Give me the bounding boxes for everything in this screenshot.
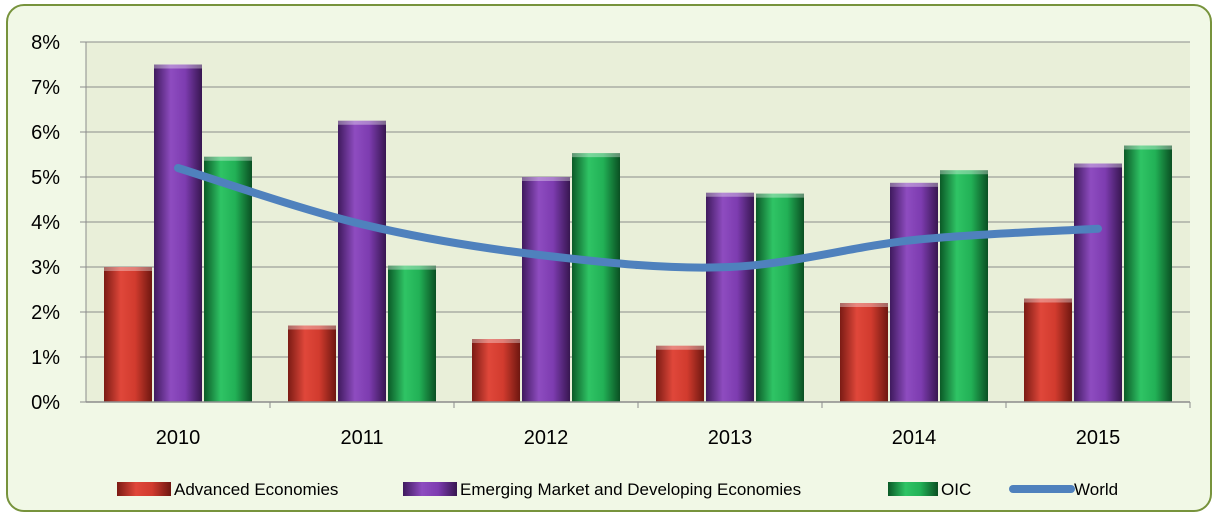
x-axis: 2010 2011 2012 2013 2014 2015 (86, 401, 1191, 449)
x-tick-label: 2014 (892, 427, 937, 449)
bar-body (572, 153, 620, 402)
line-point (361, 223, 363, 225)
bar-top-highlight (656, 345, 704, 350)
bar-body (940, 170, 988, 402)
bar-top-highlight (890, 182, 938, 187)
bar-top-highlight (940, 170, 988, 175)
y-tick-label: 3% (31, 257, 60, 279)
bar (572, 153, 620, 402)
legend-label: Emerging Market and Developing Economies (460, 480, 801, 499)
bar-top-highlight (756, 193, 804, 198)
bar (338, 120, 386, 402)
bar-body (1074, 163, 1122, 402)
bar-body (388, 265, 436, 402)
x-tick-label: 2015 (1076, 427, 1121, 449)
legend-item: Advanced Economies (117, 480, 338, 499)
bar-body (840, 303, 888, 402)
y-tick-label: 1% (31, 347, 60, 369)
legend-item: World (1009, 480, 1118, 499)
bar-top-highlight (1074, 163, 1122, 168)
bar (1074, 163, 1122, 402)
bar (756, 193, 804, 402)
bar (522, 177, 570, 402)
bar-top-highlight (204, 156, 252, 161)
bar-body (656, 345, 704, 402)
legend-label: Advanced Economies (174, 480, 338, 499)
bar-top-highlight (522, 177, 570, 181)
bar-top-highlight (338, 120, 386, 125)
bar-top-highlight (388, 265, 436, 270)
bar-body (756, 193, 804, 402)
bar-top-highlight (840, 303, 888, 307)
legend-label: World (1074, 480, 1118, 499)
y-axis: 0% 1% 2% 3% 4% 5% 6% 7% 8% (31, 32, 87, 414)
bar-body (522, 177, 570, 402)
legend-item: OIC (888, 480, 971, 499)
bar (1024, 298, 1072, 402)
bar-body (1124, 145, 1172, 402)
x-tick-label: 2013 (708, 427, 753, 449)
bar-body (890, 182, 938, 402)
bar-body (706, 192, 754, 402)
legend-swatch (117, 482, 171, 496)
bar-body (1024, 298, 1072, 402)
y-tick-label: 6% (31, 122, 60, 144)
bar (154, 64, 202, 402)
legend-swatch (888, 482, 938, 496)
bar-body (288, 325, 336, 402)
bar-top-highlight (1124, 145, 1172, 150)
bar-top-highlight (1024, 298, 1072, 303)
bar (472, 339, 520, 402)
bar-top-highlight (572, 153, 620, 158)
bar (940, 170, 988, 402)
y-tick-label: 7% (31, 77, 60, 99)
bar-body (104, 267, 152, 402)
y-tick-label: 0% (31, 392, 60, 414)
bar (288, 325, 336, 402)
x-tick-label: 2012 (524, 427, 569, 449)
line-point (1097, 228, 1099, 230)
bars (104, 64, 1172, 402)
lines (174, 164, 1102, 272)
legend-item: Emerging Market and Developing Economies (403, 480, 801, 499)
y-tick-label: 4% (31, 212, 60, 234)
bar-top-highlight (706, 192, 754, 197)
bar (840, 303, 888, 402)
y-tick-label: 8% (31, 32, 60, 54)
bar-top-highlight (104, 267, 152, 271)
bar (706, 192, 754, 402)
line-point (913, 239, 915, 241)
bar-body (204, 156, 252, 402)
line-point (729, 266, 731, 268)
bar-top-highlight (288, 325, 336, 330)
legend: Advanced Economies Emerging Market and De… (117, 480, 1118, 499)
bar (1124, 145, 1172, 402)
bar (388, 265, 436, 402)
bar-top-highlight (472, 339, 520, 343)
x-tick-label: 2011 (340, 427, 383, 449)
bar (104, 267, 152, 402)
bar-top-highlight (154, 64, 202, 69)
bar (890, 182, 938, 402)
bar-body (472, 339, 520, 402)
bar (656, 345, 704, 402)
y-tick-label: 5% (31, 167, 60, 189)
legend-swatch (403, 482, 457, 496)
line-point (177, 167, 179, 169)
legend-label: OIC (941, 480, 971, 499)
bar-body (154, 64, 202, 402)
grid-lines (86, 41, 1190, 403)
bar-body (338, 120, 386, 402)
y-tick-label: 2% (31, 302, 60, 324)
line-point (545, 255, 547, 257)
x-tick-label: 2010 (156, 427, 201, 449)
series-line-world (174, 164, 1102, 272)
bar (204, 156, 252, 402)
